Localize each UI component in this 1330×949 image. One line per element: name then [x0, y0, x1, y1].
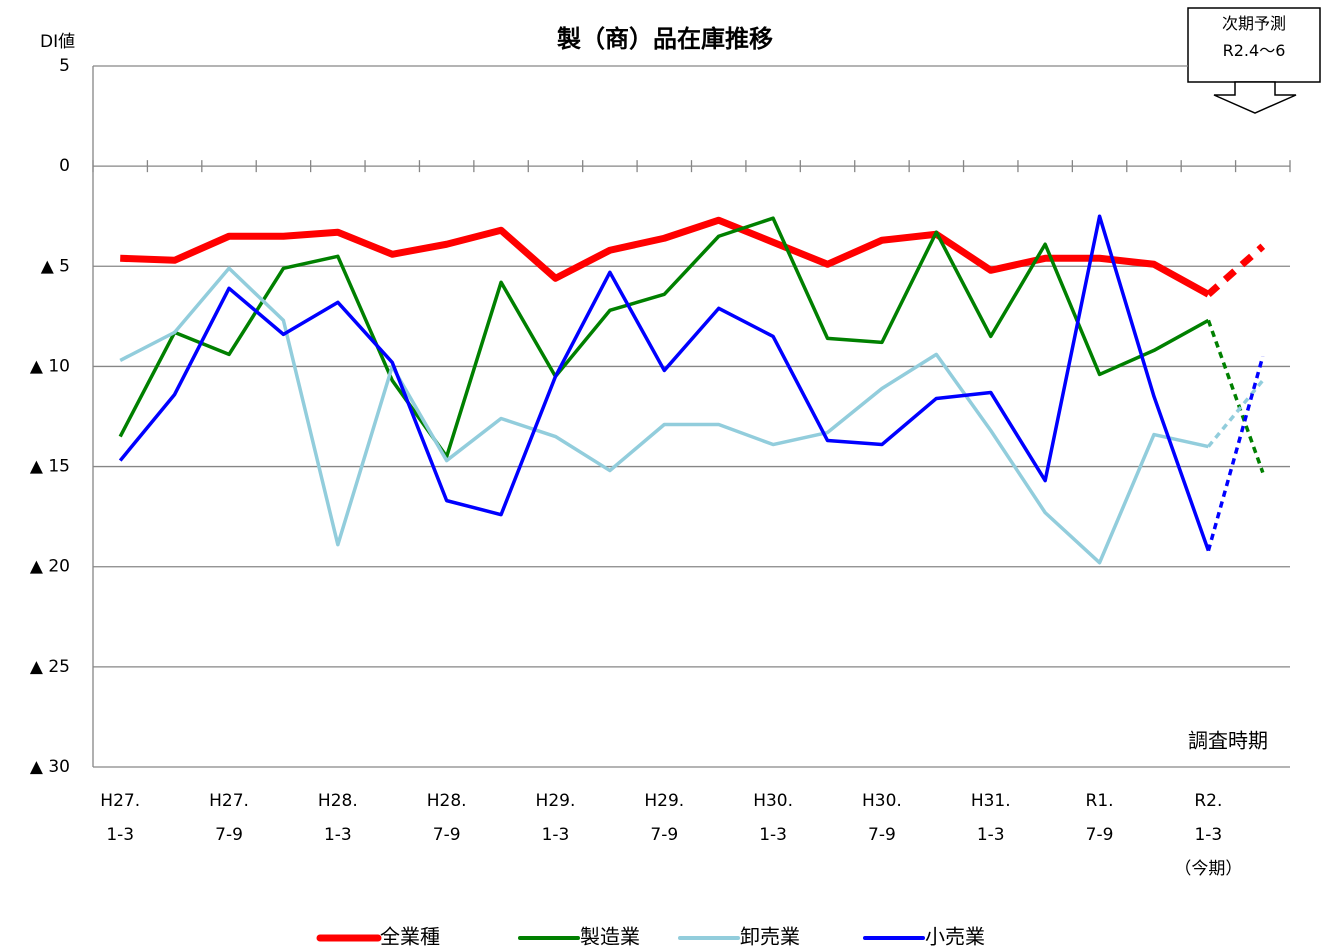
callout-arrow [1213, 81, 1297, 114]
y-tick-label: ▲ 20 [30, 557, 70, 577]
x-tick-label: H29. 7-9 [644, 791, 685, 845]
y-tick-label: ▲ 30 [30, 757, 70, 777]
x-tick-label: H30. 1-3 [753, 791, 794, 845]
x-tick-label: H27. 7-9 [209, 791, 249, 845]
forecast-line [1206, 319, 1265, 474]
legend-label: 小売業 [925, 925, 985, 949]
x-tick-label: R1. 7-9 [1085, 791, 1114, 845]
chart-title: 製（商）品在庫推移 [557, 25, 773, 53]
legend-label: 卸売業 [740, 925, 800, 949]
x-tick-label: H30. 7-9 [862, 791, 902, 845]
y-tick-label: ▲ 15 [30, 457, 70, 477]
x-tick-label: H29. 1-3 [535, 791, 576, 845]
forecast-line [1206, 243, 1266, 297]
annotation: 次期予測 R2.4〜6 [1221, 14, 1286, 60]
y-axis-label: DI値 [40, 32, 75, 52]
x-tick-label: R2. 1-3 （今期） [1174, 791, 1243, 879]
legend-label: 製造業 [580, 925, 640, 949]
y-tick-label: ▲ 5 [41, 256, 70, 276]
series-line [119, 266, 1209, 565]
series-line [118, 214, 1211, 552]
callout-box [1187, 7, 1321, 83]
x-tick-label: H31. 1-3 [970, 791, 1011, 845]
x-tick-label: H27. 1-3 [100, 791, 141, 845]
y-tick-label: 0 [59, 156, 70, 176]
forecast-line [1206, 355, 1265, 552]
y-tick-label: ▲ 25 [30, 657, 70, 677]
y-tick-label: 5 [59, 56, 70, 76]
series-line [120, 216, 1211, 298]
forecast-line [1207, 379, 1265, 448]
x-axis-label: 調査時期 [1188, 729, 1268, 753]
series-line [118, 216, 1210, 459]
x-tick-label: H28. 1-3 [317, 791, 358, 845]
y-tick-label: ▲ 10 [30, 356, 70, 376]
x-tick-label: H28. 7-9 [426, 791, 467, 845]
legend-label: 全業種 [380, 925, 440, 949]
